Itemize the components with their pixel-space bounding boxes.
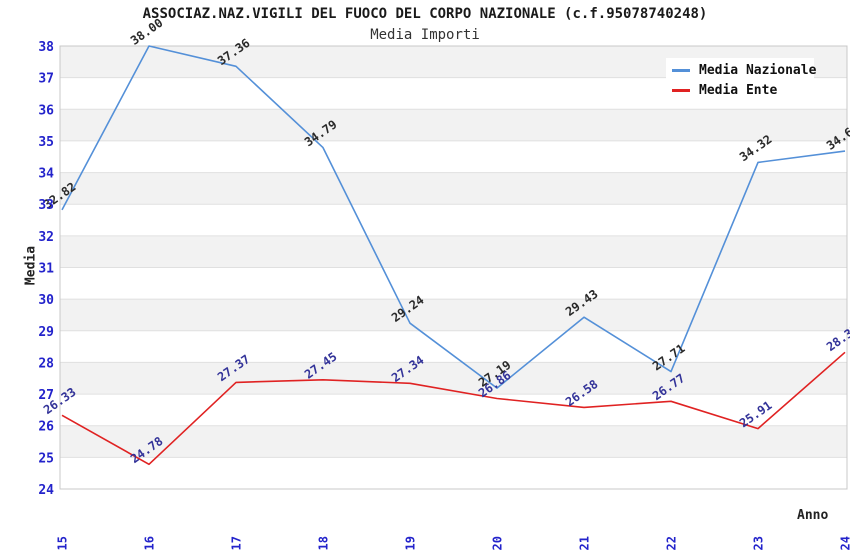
chart-legend: Media Nazionale Media Ente — [666, 58, 817, 102]
grid-band — [60, 362, 847, 395]
legend-item-media-nazionale[interactable]: Media Nazionale — [672, 60, 817, 80]
x-tick-label: 2017 — [230, 536, 244, 550]
legend-label-media-ente: Media Ente — [699, 82, 778, 98]
y-tick-label: 38 — [38, 40, 54, 55]
grid-band — [60, 109, 847, 141]
x-tick-label: 2024 — [839, 536, 850, 550]
y-tick-label: 35 — [38, 135, 54, 150]
y-tick-label: 36 — [38, 103, 54, 118]
y-tick-label: 31 — [38, 262, 54, 277]
y-tick-label: 26 — [38, 420, 54, 435]
legend-label-media-nazionale: Media Nazionale — [699, 62, 817, 78]
x-tick-label: 2015 — [56, 536, 70, 550]
y-tick-label: 37 — [38, 72, 54, 87]
y-tick-label: 28 — [38, 356, 54, 371]
plot-border — [59, 45, 848, 490]
series-line-media-ente — [61, 351, 846, 466]
data-point-label: 38.00 — [128, 16, 166, 48]
y-tick-label: 33 — [38, 198, 54, 213]
x-tick-label: 2022 — [665, 536, 679, 550]
y-tick-label: 34 — [38, 167, 54, 182]
series-line-media-nazionale — [61, 45, 846, 389]
y-tick-label: 24 — [38, 483, 54, 498]
y-tick-label: 29 — [38, 325, 54, 340]
x-tick-label: 2020 — [491, 536, 505, 550]
y-tick-label: 25 — [38, 451, 54, 466]
grid-band — [60, 172, 847, 205]
grid-band — [60, 299, 847, 331]
x-tick-label: 2021 — [578, 536, 592, 550]
chart-subtitle: Media Importi — [370, 27, 480, 43]
x-tick-label: 2019 — [404, 536, 418, 550]
x-tick-label: 2016 — [143, 536, 157, 550]
x-axis-title: Anno — [797, 508, 829, 523]
y-tick-label: 30 — [38, 293, 54, 308]
y-tick-label: 27 — [38, 388, 54, 403]
grid-band — [60, 235, 847, 268]
x-tick-label: 2018 — [317, 536, 331, 550]
chart-title: ASSOCIAZ.NAZ.VIGILI DEL FUOCO DEL CORPO … — [142, 6, 708, 22]
grid-band — [60, 425, 847, 458]
legend-line-swatch-nazionale — [672, 68, 690, 72]
y-axis-title: Media — [23, 245, 39, 286]
legend-line-swatch-ente — [672, 88, 690, 92]
legend-item-media-ente[interactable]: Media Ente — [672, 80, 814, 100]
y-tick-label: 32 — [38, 230, 54, 245]
x-tick-label: 2023 — [752, 536, 766, 550]
